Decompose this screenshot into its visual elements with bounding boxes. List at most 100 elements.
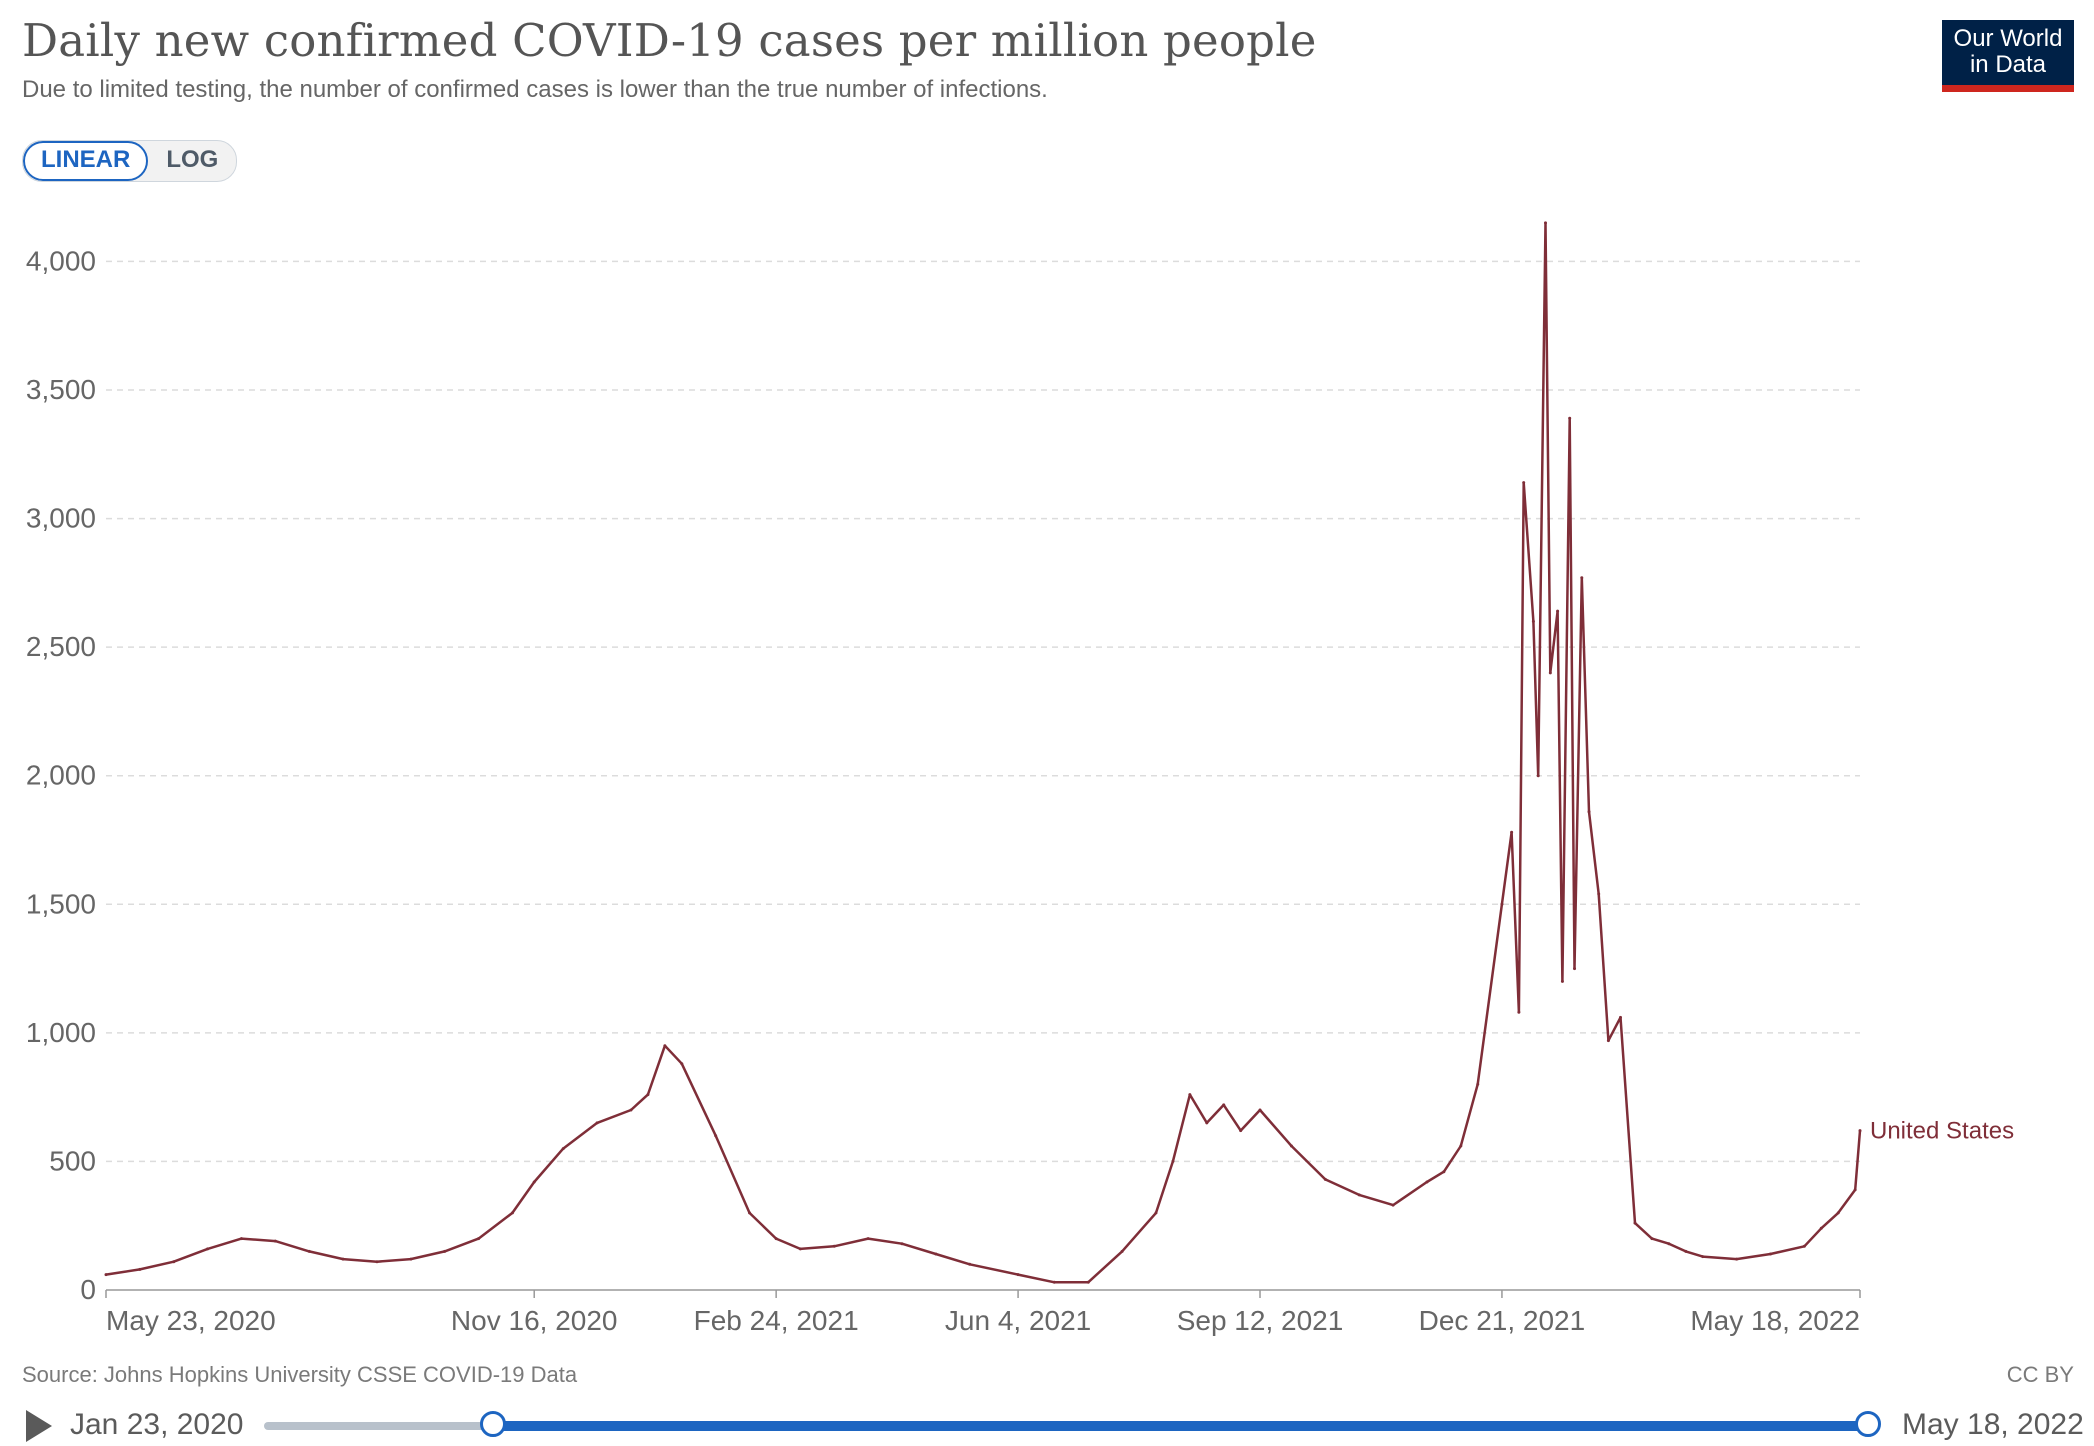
x-tick-label: Nov 16, 2020 (451, 1305, 618, 1336)
data-point (1258, 1108, 1262, 1112)
data-point (1802, 1244, 1806, 1248)
data-point (1667, 1242, 1671, 1246)
play-icon[interactable] (26, 1410, 52, 1442)
data-point (561, 1147, 565, 1151)
data-point (595, 1121, 599, 1125)
y-tick-label: 3,500 (26, 374, 96, 405)
data-point (798, 1247, 802, 1251)
data-point (510, 1211, 514, 1215)
timeline-start-label: Jan 23, 2020 (70, 1408, 244, 1441)
data-point (714, 1134, 718, 1138)
data-point (1684, 1249, 1688, 1253)
x-tick-label: Sep 12, 2021 (1177, 1305, 1344, 1336)
data-point (1768, 1252, 1772, 1256)
logo-line-1: Our World (1953, 25, 2063, 52)
line-chart: 05001,0001,5002,0002,5003,0003,5004,000 … (26, 221, 2014, 1336)
y-tick-label: 3,000 (26, 503, 96, 534)
data-point (443, 1249, 447, 1253)
data-point (1568, 416, 1572, 420)
data-point (1618, 1015, 1622, 1019)
data-point (104, 1273, 108, 1277)
data-point (532, 1180, 536, 1184)
data-point (1543, 221, 1547, 225)
data-point (934, 1252, 938, 1256)
y-tick-label: 1,500 (26, 888, 96, 919)
data-point (307, 1249, 311, 1253)
data-point (273, 1239, 277, 1243)
x-tick-label: Dec 21, 2021 (1419, 1305, 1586, 1336)
license-link[interactable]: CC BY (2006, 1362, 2074, 1387)
data-point (680, 1062, 684, 1066)
y-tick-label: 4,000 (26, 245, 96, 276)
data-point (1560, 979, 1564, 983)
data-point (900, 1242, 904, 1246)
data-point (1573, 967, 1577, 971)
data-point (1171, 1159, 1175, 1163)
data-point (629, 1108, 633, 1112)
data-point (1836, 1211, 1840, 1215)
y-tick-label: 2,500 (26, 631, 96, 662)
x-tick-label: May 18, 2022 (1690, 1305, 1860, 1336)
data-point (1510, 830, 1514, 834)
data-point (172, 1260, 176, 1264)
data-point (375, 1260, 379, 1264)
logo-line-2: in Data (1969, 51, 2047, 78)
y-axis: 0 500 1,000 1,500 2,000 2,500 3,000 3,500 4,000 (26, 245, 96, 1305)
data-point (1188, 1093, 1192, 1097)
linear-scale-button[interactable]: LINEAR (23, 141, 149, 181)
data-point (1289, 1144, 1293, 1148)
data-point (1391, 1203, 1395, 1207)
data-point (774, 1237, 778, 1241)
data-point (1522, 481, 1526, 485)
series-label: United States (1870, 1118, 2014, 1145)
data-point (477, 1237, 481, 1241)
chart-title: Daily new confirmed COVID-19 cases per m… (22, 14, 1317, 67)
data-point (1517, 1010, 1521, 1014)
data-point (239, 1237, 243, 1241)
timeline-start-handle[interactable] (480, 1411, 506, 1437)
data-point (206, 1247, 210, 1251)
data-point (1531, 619, 1535, 623)
data-point (1052, 1280, 1056, 1284)
data-point (1086, 1280, 1090, 1284)
data-point (1548, 671, 1552, 675)
data-point (1120, 1249, 1124, 1253)
x-axis: May 23, 2020 Nov 16, 2020 Feb 24, 2021 Jun … (105, 1289, 1861, 1336)
series-group: United States (104, 221, 2014, 1284)
owid-logo[interactable]: Our World in Data (1942, 20, 2074, 92)
timeline-selected-range[interactable] (492, 1421, 1868, 1431)
data-point (1323, 1177, 1327, 1181)
data-point (1556, 609, 1560, 613)
data-point (1580, 576, 1584, 580)
source-note: Source: Johns Hopkins University CSSE CO… (22, 1362, 578, 1387)
timeline: Jan 23, 2020 May 18, 2022 (0, 1400, 2094, 1446)
timeline-end-handle[interactable] (1855, 1411, 1881, 1437)
scale-toggle: LINEAR LOG (22, 140, 238, 182)
data-point (1735, 1257, 1739, 1261)
data-point (866, 1237, 870, 1241)
data-point (1500, 902, 1504, 906)
data-point (1442, 1170, 1446, 1174)
y-tick-label: 0 (80, 1274, 96, 1305)
data-point (1819, 1226, 1823, 1230)
data-point (748, 1211, 752, 1215)
data-point (1701, 1255, 1705, 1259)
data-point (1154, 1211, 1158, 1215)
data-point (1650, 1237, 1654, 1241)
data-point (1587, 810, 1591, 814)
y-tick-label: 500 (49, 1145, 96, 1176)
chart-subtitle: Due to limited testing, the number of co… (22, 76, 1048, 103)
timeline-end-label: May 18, 2022 (1902, 1408, 2084, 1441)
data-point (1858, 1129, 1862, 1133)
data-point (968, 1262, 972, 1266)
data-point (1606, 1039, 1610, 1043)
data-point (663, 1044, 667, 1048)
timeline-track[interactable] (264, 1422, 494, 1430)
log-scale-button[interactable]: LOG (166, 146, 219, 173)
data-point (646, 1093, 650, 1097)
data-point (1425, 1180, 1429, 1184)
data-point (138, 1267, 142, 1271)
y-tick-label: 1,000 (26, 1017, 96, 1048)
data-point (1459, 1144, 1463, 1148)
data-point (341, 1257, 345, 1261)
